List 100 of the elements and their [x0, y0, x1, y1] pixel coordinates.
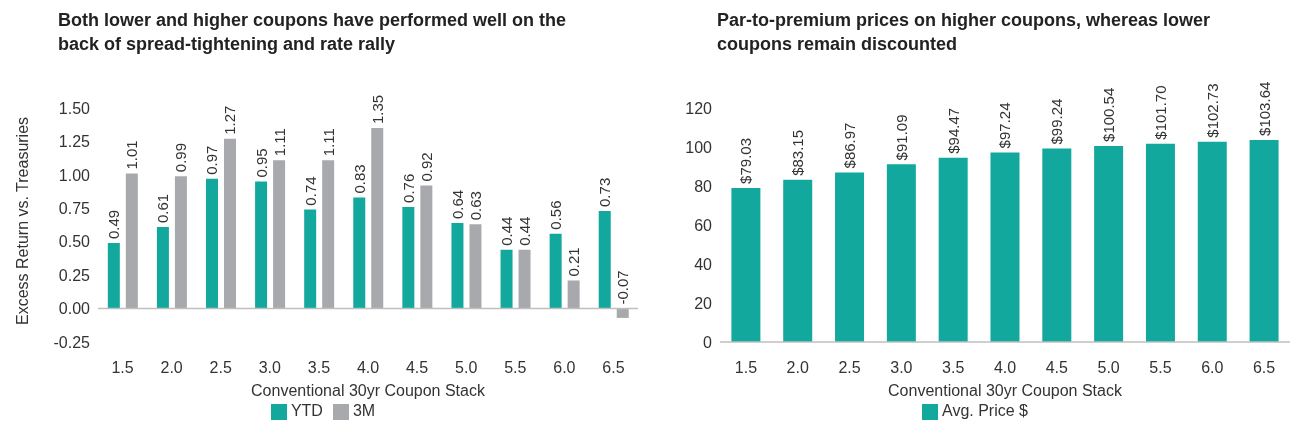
data-label: 1.11	[319, 128, 337, 157]
y-tick-label: 0.75	[58, 199, 91, 217]
data-label: $97.24	[996, 102, 1014, 149]
bar	[1249, 139, 1279, 342]
y-tick-label: 40	[694, 255, 713, 273]
data-label: 0.92	[417, 152, 435, 182]
bar	[371, 128, 384, 309]
y-tick-label: 60	[694, 216, 713, 234]
x-tick-label: 3.5	[307, 359, 331, 377]
y-tick-label: 1.25	[58, 133, 91, 151]
y-tick-label: 1.50	[58, 99, 91, 117]
bar	[1145, 143, 1175, 342]
x-axis-title: Conventional 30yr Coupon Stack	[888, 382, 1123, 399]
x-tick-label: 4.0	[356, 359, 380, 377]
x-tick-label: 2.0	[786, 359, 809, 377]
bar	[469, 224, 482, 309]
data-label: 1.01	[123, 140, 141, 170]
data-label: 1.27	[221, 105, 239, 135]
data-label: 0.73	[596, 177, 614, 207]
y-tick-label: 0.00	[58, 300, 91, 318]
bar	[549, 233, 562, 309]
data-label: 1.35	[368, 94, 386, 125]
y-tick-label: 0.50	[58, 233, 91, 251]
x-tick-label: 5.0	[1097, 359, 1120, 377]
bar	[224, 138, 236, 309]
bar	[1197, 141, 1227, 342]
data-label: $79.03	[737, 138, 755, 184]
bar	[886, 164, 916, 342]
data-label: $91.09	[892, 114, 910, 161]
x-tick-label: 5.5	[504, 359, 527, 377]
x-tick-label: 3.5	[942, 359, 965, 377]
bar	[420, 185, 433, 309]
bar	[255, 181, 268, 309]
bar	[731, 187, 761, 342]
bar	[322, 160, 335, 309]
bar	[990, 152, 1020, 342]
chart-title: Par-to-premium prices on higher coupons, whereas lower coupons remain discounted	[716, 9, 1212, 56]
y-tick-label: 80	[694, 177, 713, 195]
x-tick-label: 2.5	[209, 359, 232, 377]
data-label: 0.63	[466, 191, 484, 221]
data-label: $100.54	[1100, 87, 1118, 142]
legend-label: Avg. Price $	[942, 402, 1028, 419]
y-tick-label: 100	[685, 138, 713, 156]
bar	[125, 173, 138, 309]
bar	[402, 206, 415, 309]
bar	[1042, 148, 1072, 342]
data-label: 0.74	[301, 176, 319, 206]
bar	[783, 179, 813, 342]
x-tick-label: 6.5	[1252, 359, 1276, 377]
x-tick-label: 2.0	[160, 359, 183, 377]
data-label: $101.70	[1151, 85, 1169, 140]
data-label: 1.11	[270, 128, 288, 157]
data-label: 0.97	[203, 145, 221, 175]
y-tick-label: 20	[694, 294, 713, 312]
x-tick-label: 1.5	[111, 359, 134, 377]
data-label: 0.64	[448, 189, 466, 219]
bar	[938, 157, 968, 342]
data-label: 0.95	[252, 148, 270, 178]
bar	[353, 197, 366, 309]
y-tick-label: 0	[703, 333, 713, 351]
bar	[500, 249, 513, 309]
data-label: -0.07	[614, 270, 632, 305]
data-label: $86.97	[841, 122, 859, 169]
bar	[1094, 145, 1124, 342]
x-tick-label: 1.5	[734, 359, 758, 377]
data-label: $83.15	[789, 129, 807, 176]
y-tick-label: 120	[685, 99, 713, 117]
data-label: 0.76	[399, 173, 417, 203]
bar	[304, 209, 317, 309]
x-axis-title: Conventional 30yr Coupon Stack	[251, 382, 486, 399]
x-tick-label: 4.5	[405, 359, 429, 377]
data-label: 0.44	[516, 216, 534, 246]
bar	[206, 178, 218, 309]
bar	[107, 243, 120, 309]
x-tick-label: 4.5	[1045, 359, 1069, 377]
bar	[174, 176, 187, 309]
data-label: $94.47	[944, 107, 962, 154]
data-label: 0.83	[350, 164, 368, 194]
x-tick-label: 3.0	[890, 359, 913, 377]
data-label: $103.64	[1255, 81, 1273, 136]
x-tick-label: 4.0	[993, 359, 1017, 377]
y-axis-title: Excess Return vs. Treasuries	[13, 116, 31, 325]
x-tick-label: 3.0	[258, 359, 282, 377]
x-tick-label: 5.0	[455, 359, 478, 377]
y-tick-label: -0.25	[53, 333, 91, 351]
data-label: 0.56	[547, 200, 565, 230]
legend-label: 3M	[352, 402, 376, 419]
x-tick-label: 6.0	[1201, 359, 1224, 377]
bar	[273, 160, 286, 309]
bar	[616, 308, 629, 318]
data-label: 0.44	[498, 216, 516, 246]
data-label: $102.73	[1203, 83, 1221, 138]
y-tick-label: 0.25	[58, 266, 91, 284]
bar	[598, 210, 611, 309]
data-label: 0.61	[154, 193, 172, 224]
bar	[518, 249, 531, 309]
chart-title: Both lower and higher coupons have performed well on the back of spread-tightening and rate rally	[57, 9, 568, 56]
x-tick-label: 5.5	[1149, 359, 1172, 377]
bar	[451, 222, 464, 309]
data-label: 0.99	[172, 142, 190, 173]
